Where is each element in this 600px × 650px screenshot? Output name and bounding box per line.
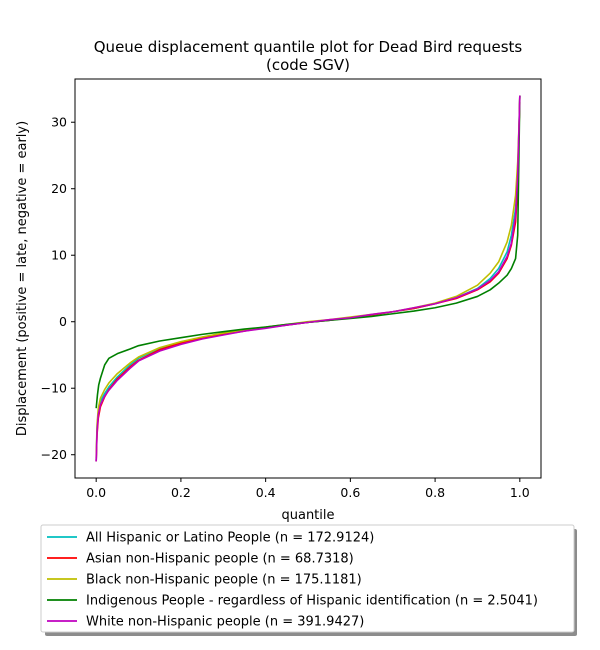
y-tick-label: −20 — [41, 447, 67, 462]
y-tick-label: 10 — [51, 248, 67, 263]
legend-label: Black non-Hispanic people (n = 175.1181) — [86, 573, 362, 588]
y-axis-label: Displacement (positive = late, negative … — [15, 121, 30, 436]
x-tick-label: 1.0 — [510, 485, 530, 500]
x-axis-label: quantile — [281, 508, 334, 523]
y-axis-ticks: −20 −10 0 10 20 30 — [41, 115, 75, 462]
chart-subtitle: (code SGV) — [266, 56, 350, 74]
series-line-1 — [95, 95, 521, 462]
series-line-2 — [95, 102, 521, 459]
legend: All Hispanic or Latino People (n = 172.9… — [40, 524, 577, 636]
legend-label: Indigenous People - regardless of Hispan… — [86, 594, 538, 609]
legend-items: All Hispanic or Latino People (n = 172.9… — [47, 531, 538, 630]
y-tick-label: 0 — [59, 314, 67, 329]
legend-box — [40, 524, 575, 633]
series-line-3 — [95, 95, 521, 409]
y-tick-label: 30 — [51, 115, 67, 130]
x-axis-ticks: 0.0 0.2 0.4 0.6 0.8 1.0 — [86, 478, 530, 500]
plot-frame — [74, 78, 542, 479]
legend-label: Asian non-Hispanic people (n = 68.7318) — [86, 552, 354, 567]
x-tick-label: 0.8 — [425, 485, 445, 500]
chart-title-group: Queue displacement quantile plot for Dea… — [94, 38, 523, 74]
legend-label: White non-Hispanic people (n = 391.9427) — [86, 615, 364, 630]
y-tick-label: 20 — [51, 181, 67, 196]
series-lines — [95, 95, 521, 462]
x-tick-label: 0.0 — [86, 485, 106, 500]
series-line-0 — [95, 95, 521, 462]
series-line-4 — [95, 95, 521, 462]
x-tick-label: 0.2 — [171, 485, 191, 500]
x-tick-label: 0.6 — [340, 485, 360, 500]
chart-title: Queue displacement quantile plot for Dea… — [94, 38, 523, 56]
x-tick-label: 0.4 — [256, 485, 276, 500]
y-tick-label: −10 — [41, 381, 67, 396]
legend-label: All Hispanic or Latino People (n = 172.9… — [86, 531, 374, 546]
